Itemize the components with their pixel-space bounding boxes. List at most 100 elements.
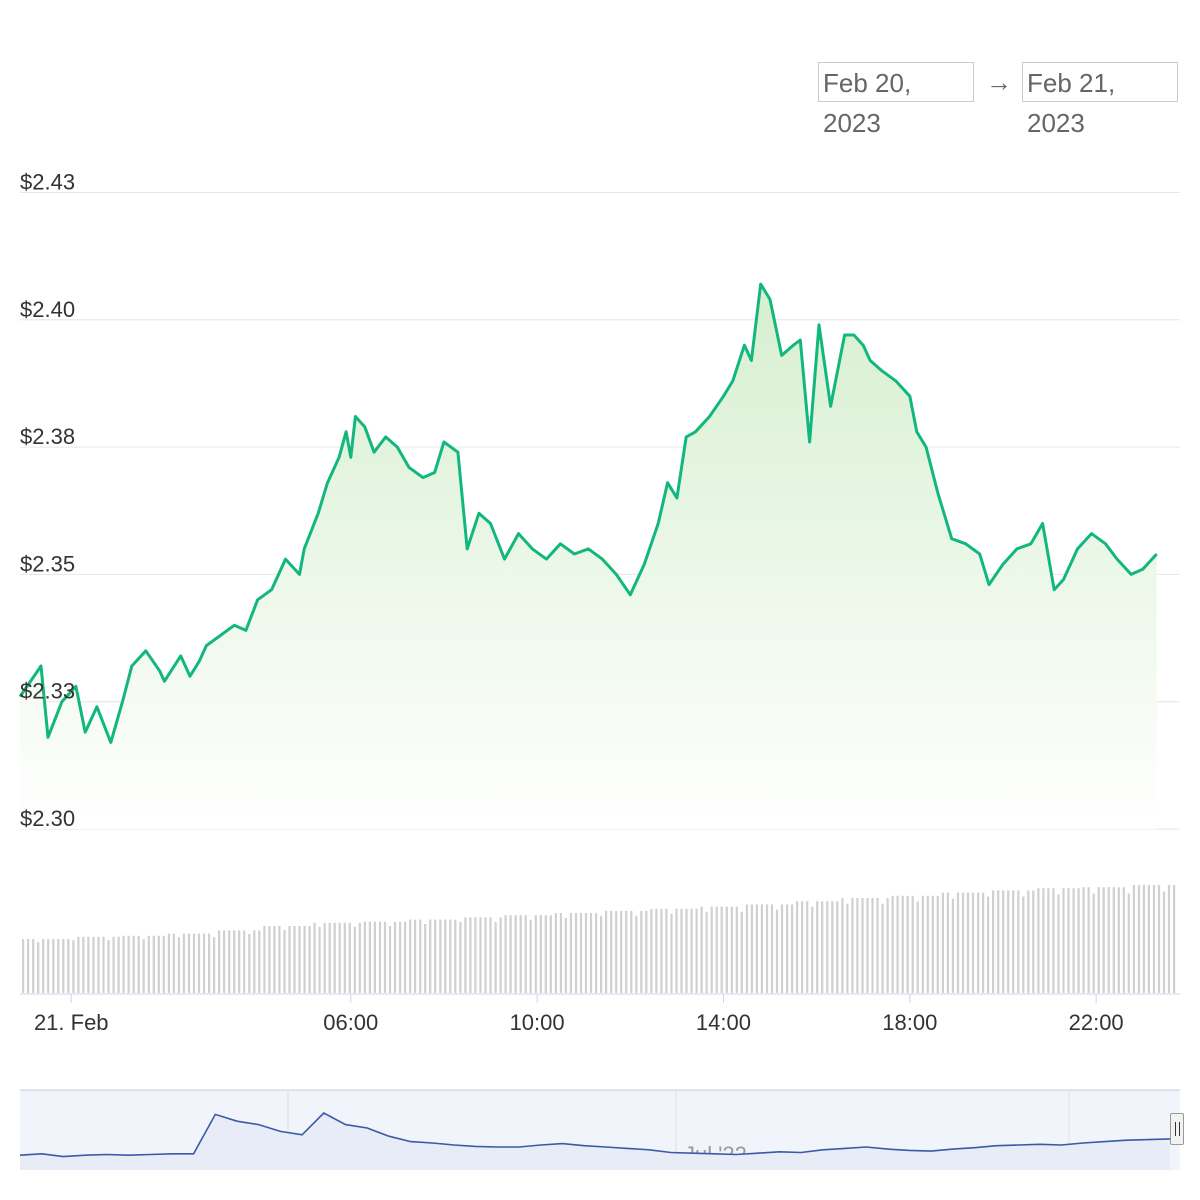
volume-bar: [1157, 885, 1161, 993]
volume-bar: [685, 908, 688, 993]
volume-bar: [946, 892, 949, 993]
volume-bar: [1097, 887, 1100, 993]
navigator-line: [19, 1112, 1171, 1158]
volume-bar: [67, 939, 70, 993]
volume-bar: [665, 908, 668, 993]
volume-bar: [52, 939, 55, 993]
volume-bar: [715, 906, 718, 993]
x-tick-label: 14:00: [696, 1010, 751, 1035]
volume-bar: [911, 895, 914, 993]
volume-bar: [916, 901, 919, 993]
volume-bar: [780, 904, 784, 993]
volume-bar: [383, 921, 387, 993]
volume-bar: [333, 922, 336, 993]
volume-bar: [569, 913, 572, 993]
volume-bar: [775, 909, 779, 993]
range-to-input[interactable]: Feb 21, 2023: [1022, 62, 1178, 138]
navigator-area: [20, 1113, 1170, 1170]
volume-bar: [172, 933, 175, 993]
volume-bar: [192, 933, 196, 993]
volume-bar: [534, 915, 537, 993]
volume-bar: [92, 936, 95, 993]
price-area-fill: [20, 284, 1157, 830]
volume-bar: [584, 913, 588, 993]
volume-bar: [268, 926, 271, 993]
volume-bar: [218, 930, 221, 993]
volume-bar: [353, 927, 356, 993]
volume-bar: [62, 939, 65, 993]
y-tick-label: $2.35: [20, 551, 75, 576]
volume-bar: [313, 922, 316, 993]
volume-bar: [348, 922, 351, 993]
x-tick-label: 06:00: [323, 1010, 378, 1035]
volume-bar: [288, 926, 291, 993]
volume-bar: [690, 908, 693, 993]
y-axis: $2.30 $2.33 $2.35 $2.38 $2.40 $2.43: [20, 169, 75, 831]
volume-bar: [117, 936, 120, 993]
volume-bar: [22, 939, 25, 993]
volume-bar: [187, 933, 191, 993]
volume-bar: [208, 933, 211, 993]
volume-bar: [610, 910, 613, 993]
volume-bar: [177, 937, 180, 993]
y-tick-label: $2.38: [20, 424, 75, 449]
volume-bar: [253, 930, 256, 993]
navigator-handle[interactable]: [1170, 1113, 1184, 1145]
volume-bar: [549, 915, 552, 993]
volume-bar: [27, 939, 30, 993]
volume-bar: [97, 936, 100, 993]
volume-bar: [293, 926, 296, 993]
volume-bar: [57, 939, 60, 993]
volume-bar: [630, 910, 633, 993]
volume-bar: [87, 936, 90, 993]
volume-bar: [1142, 885, 1145, 993]
volume-bar: [1037, 888, 1040, 993]
volume-bar: [449, 919, 452, 993]
volume-bar: [368, 921, 371, 993]
volume-bar: [112, 936, 115, 993]
volume-bar: [1173, 885, 1176, 993]
volume-bar: [1022, 896, 1025, 993]
y-tick-label: $2.30: [20, 806, 75, 831]
range-from-input[interactable]: Feb 20, 2023: [818, 62, 974, 138]
volume-bar: [1072, 888, 1075, 993]
volume-bar: [720, 906, 723, 993]
volume-bar: [434, 919, 437, 993]
volume-bar: [494, 921, 497, 993]
volume-bar: [554, 913, 557, 993]
volume-bar: [941, 892, 944, 993]
volume-bar: [760, 904, 763, 993]
volume-bar: [142, 939, 145, 993]
volume-bar: [1102, 887, 1105, 993]
volume-bar: [841, 898, 844, 993]
volume-bar: [997, 890, 1000, 993]
x-tick-label: 22:00: [1069, 1010, 1124, 1035]
volume-bar: [157, 935, 160, 993]
volume-bar: [1147, 885, 1150, 993]
volume-bar: [735, 906, 738, 993]
volume-bar: [524, 915, 527, 993]
volume-bar: [147, 935, 150, 993]
volume-bar: [32, 939, 35, 993]
volume-bar: [896, 895, 899, 993]
price-line: [18, 282, 1158, 744]
volume-bar: [1107, 887, 1110, 993]
volume-bar: [213, 937, 216, 993]
volume-bar: [750, 904, 753, 993]
volume-bar: [102, 936, 105, 993]
volume-bar: [1012, 890, 1015, 993]
volume-bar: [202, 933, 206, 993]
volume-bar: [956, 892, 960, 993]
navigator[interactable]: Jan '22Jul '22Jan '23: [19, 1089, 1180, 1170]
volume-bar: [881, 903, 884, 993]
volume-bar: [298, 926, 301, 993]
volume-bar: [278, 926, 281, 993]
volume-bar: [343, 922, 346, 993]
volume-bar: [47, 939, 50, 993]
volume-bar: [605, 910, 608, 993]
volume-bar: [182, 933, 185, 993]
x-axis: 21. Feb 06:00 10:00 14:00 18:00 22:00: [20, 993, 1180, 1035]
volume-bar: [263, 926, 266, 993]
volume-bar: [82, 936, 85, 993]
